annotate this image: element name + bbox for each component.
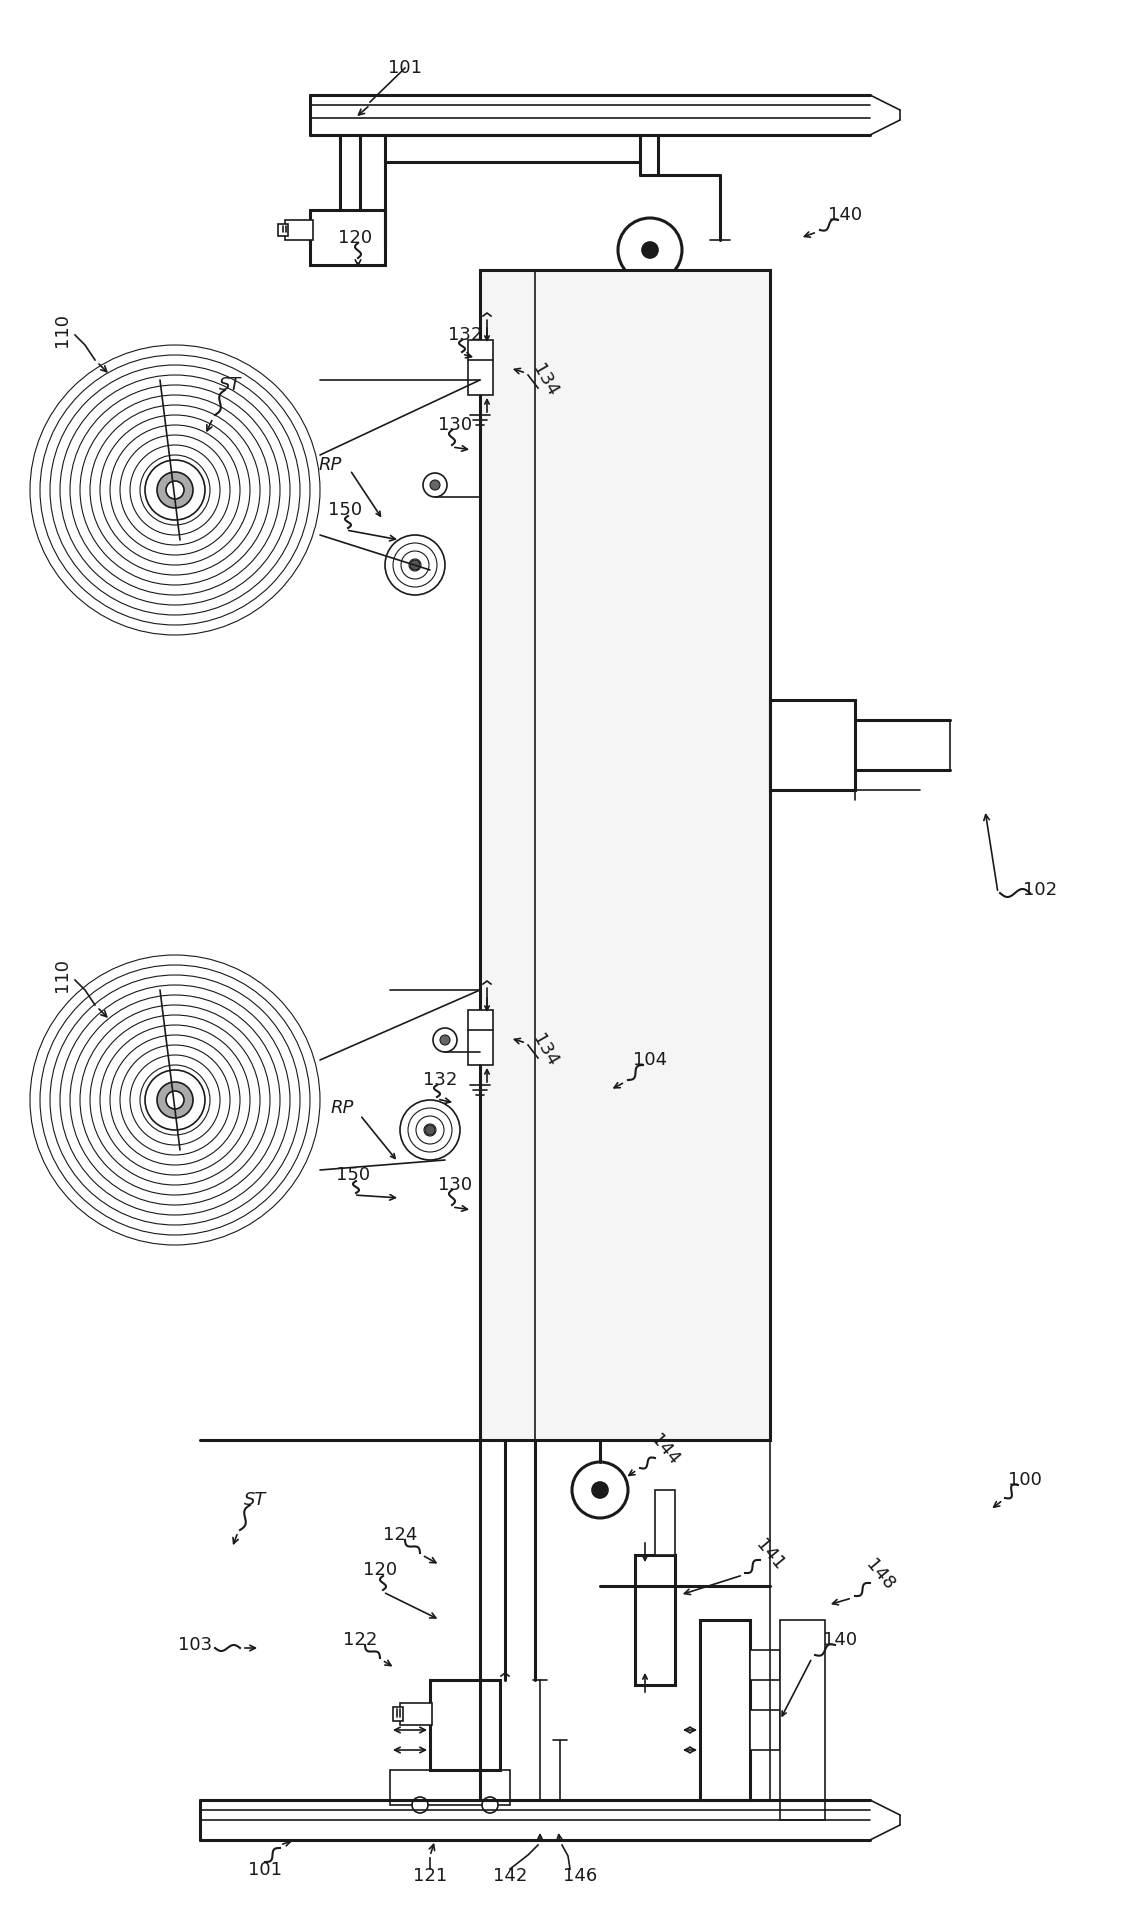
Text: 150: 150 [336,1166,370,1184]
Bar [700,1619,750,1799]
Text: 124: 124 [383,1526,417,1545]
Text: 110: 110 [53,958,70,992]
Text: 146: 146 [562,1866,598,1885]
Circle shape [408,1107,452,1153]
Circle shape [642,243,658,258]
Text: 134: 134 [528,361,561,400]
Circle shape [431,480,440,489]
Circle shape [30,954,320,1245]
Circle shape [120,436,229,545]
Circle shape [145,1071,204,1130]
Bar [481,270,770,1440]
Text: ST: ST [219,377,241,394]
Text: 130: 130 [438,417,473,434]
Circle shape [166,1092,184,1109]
Circle shape [80,396,270,585]
Circle shape [416,1117,444,1143]
Text: ST: ST [244,1491,266,1509]
Circle shape [60,985,290,1214]
Text: 120: 120 [337,229,373,247]
Circle shape [100,415,250,566]
Circle shape [70,384,279,595]
Circle shape [157,472,193,509]
Circle shape [110,1034,240,1164]
Text: 104: 104 [633,1052,667,1069]
Circle shape [80,1006,270,1195]
Circle shape [90,405,260,576]
Circle shape [30,344,320,635]
Bar [285,220,314,241]
Bar [655,1489,675,1554]
Circle shape [157,1082,193,1119]
Bar [390,1771,510,1805]
Bar [431,1681,500,1771]
Text: 130: 130 [438,1176,473,1193]
Text: 110: 110 [53,314,70,346]
Text: 132: 132 [423,1071,457,1090]
Bar [770,700,855,790]
Circle shape [440,1034,450,1046]
Bar [393,1707,403,1721]
Circle shape [425,1124,435,1136]
Circle shape [100,1025,250,1176]
Text: 101: 101 [389,59,421,76]
Circle shape [482,1797,498,1813]
Circle shape [40,356,310,625]
Bar [278,224,289,235]
Circle shape [409,558,421,572]
Circle shape [50,365,300,616]
Bar [780,1619,825,1820]
Bar [468,340,493,396]
Text: RP: RP [331,1099,353,1117]
Text: 122: 122 [343,1631,377,1648]
Circle shape [424,1124,436,1136]
Text: 144: 144 [648,1430,683,1468]
Circle shape [410,560,420,570]
Text: 142: 142 [493,1866,527,1885]
Text: 140: 140 [828,206,862,224]
Circle shape [166,482,184,499]
Text: 132: 132 [448,327,482,344]
Bar [750,1709,780,1749]
Circle shape [433,1029,457,1052]
Circle shape [412,1797,428,1813]
Circle shape [40,966,310,1235]
Circle shape [145,461,204,520]
Text: 120: 120 [362,1560,398,1579]
Text: 100: 100 [1008,1470,1042,1489]
Circle shape [140,1065,210,1136]
Circle shape [618,218,682,281]
Text: 141: 141 [752,1535,788,1574]
Circle shape [400,1099,460,1161]
Circle shape [130,445,220,535]
Bar [750,1650,780,1681]
Circle shape [70,994,279,1205]
Circle shape [385,535,445,595]
Circle shape [90,1015,260,1185]
Circle shape [393,543,437,587]
Bar [310,210,385,266]
Circle shape [50,975,300,1226]
Circle shape [592,1482,608,1497]
Circle shape [423,472,446,497]
Text: 102: 102 [1022,881,1058,899]
Text: 103: 103 [178,1637,212,1654]
Circle shape [110,424,240,554]
Text: 121: 121 [412,1866,448,1885]
Text: 134: 134 [528,1031,561,1069]
Circle shape [401,551,429,579]
Circle shape [60,375,290,604]
Circle shape [140,455,210,526]
Text: 140: 140 [822,1631,857,1648]
Text: 101: 101 [248,1860,282,1879]
Circle shape [130,1055,220,1145]
Bar [400,1704,432,1725]
Bar [468,1010,493,1065]
Text: RP: RP [318,455,342,474]
Bar [635,1554,675,1684]
Text: 150: 150 [328,501,362,518]
Circle shape [573,1463,628,1518]
Text: 148: 148 [862,1556,897,1595]
Circle shape [120,1046,229,1155]
